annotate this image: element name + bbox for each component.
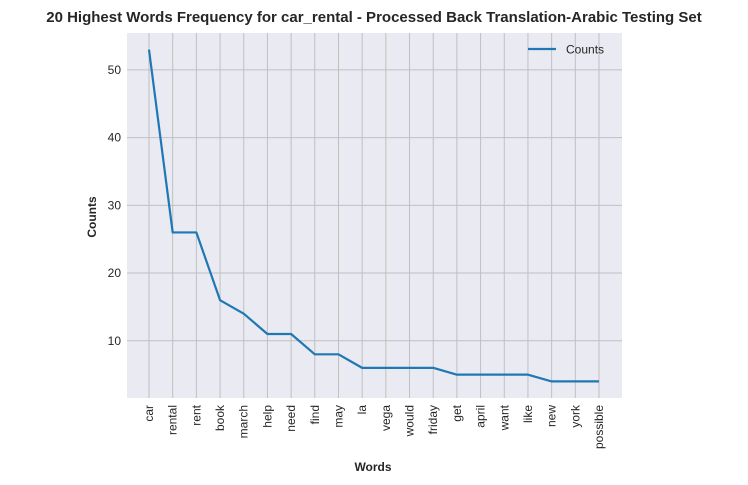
x-tick-label: new — [545, 405, 559, 427]
x-tick-label: rent — [189, 404, 203, 425]
x-tick-label: want — [497, 404, 511, 431]
x-tick-label: may — [331, 405, 345, 428]
x-tick-label: book — [213, 404, 227, 431]
x-tick-label: march — [237, 405, 251, 438]
x-tick-label: friday — [426, 405, 440, 434]
x-tick-label: rental — [166, 405, 180, 435]
x-axis-label: Words — [354, 460, 391, 474]
x-tick-label: like — [521, 405, 535, 423]
legend: Counts — [528, 43, 604, 57]
x-tick-label: would — [403, 405, 417, 437]
y-tick-label: 50 — [108, 63, 122, 77]
x-tick-label: find — [308, 405, 322, 424]
x-tick-label: april — [474, 405, 488, 428]
x-gridlines — [148, 33, 600, 398]
x-tick-label: get — [450, 404, 464, 421]
x-tick-label: car — [142, 405, 156, 422]
x-tick-label: need — [284, 405, 298, 432]
x-tick-label: vega — [379, 405, 393, 431]
x-tick-label: york — [568, 404, 582, 428]
plot-area — [127, 33, 622, 398]
y-tick-labels: 10 20 30 40 50 — [108, 63, 122, 348]
x-tick-label: possible — [592, 405, 606, 449]
x-tick-label: la — [355, 405, 369, 415]
series-line-counts — [147, 49, 599, 383]
x-tick-labels: car rental rent book march help need find may la v… — [142, 404, 606, 449]
y-tick-label: 20 — [108, 266, 122, 280]
y-tick-label: 10 — [108, 334, 122, 348]
y-tick-label: 30 — [108, 198, 122, 212]
legend-label: Counts — [566, 43, 604, 57]
chart-title: 20 Highest Words Frequency for car_renta… — [46, 9, 701, 26]
x-tick-label: help — [260, 405, 274, 428]
y-axis-label: Counts — [85, 196, 99, 238]
y-tick-label: 40 — [108, 131, 122, 145]
